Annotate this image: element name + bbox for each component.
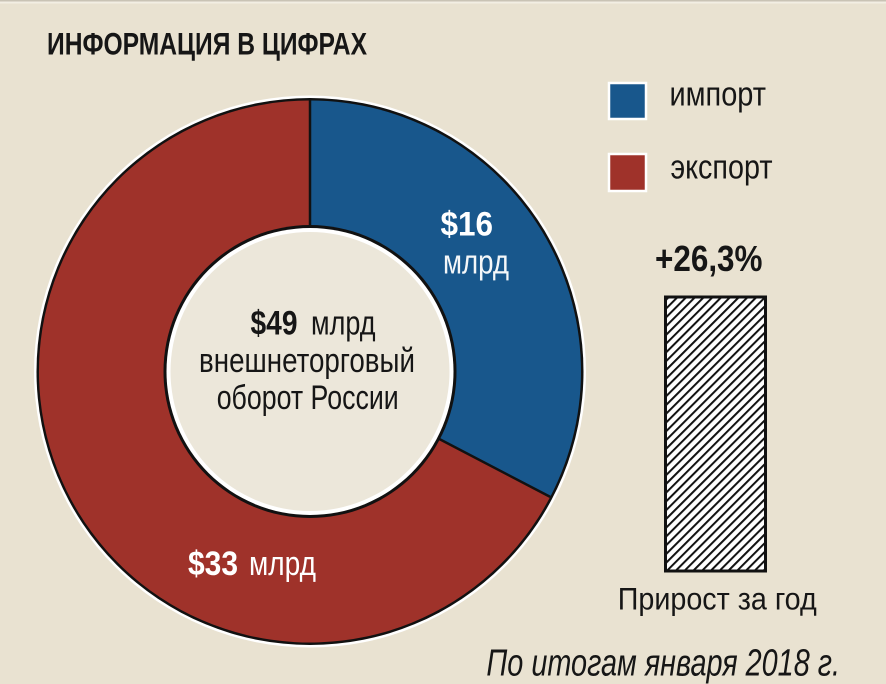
svg-text:Прирост за год: Прирост за год bbox=[618, 580, 817, 616]
svg-text:млрд: млрд bbox=[249, 545, 316, 583]
svg-text:+26,3%: +26,3% bbox=[655, 238, 763, 279]
svg-text:ИНФОРМАЦИЯ В ЦИФРАХ: ИНФОРМАЦИЯ В ЦИФРАХ bbox=[47, 26, 367, 62]
svg-text:млрд: млрд bbox=[443, 244, 509, 282]
svg-text:экспорт: экспорт bbox=[671, 149, 773, 187]
svg-text:$16: $16 bbox=[441, 206, 494, 244]
svg-text:млрд: млрд bbox=[311, 305, 376, 343]
svg-text:импорт: импорт bbox=[670, 76, 767, 114]
svg-text:$33: $33 bbox=[188, 545, 238, 583]
svg-text:оборот России: оборот России bbox=[217, 379, 399, 417]
svg-text:$49: $49 bbox=[251, 305, 298, 343]
svg-text:По итогам января 2018 г.: По итогам января 2018 г. bbox=[486, 643, 840, 684]
svg-text:внешнеторговый: внешнеторговый bbox=[199, 342, 415, 380]
